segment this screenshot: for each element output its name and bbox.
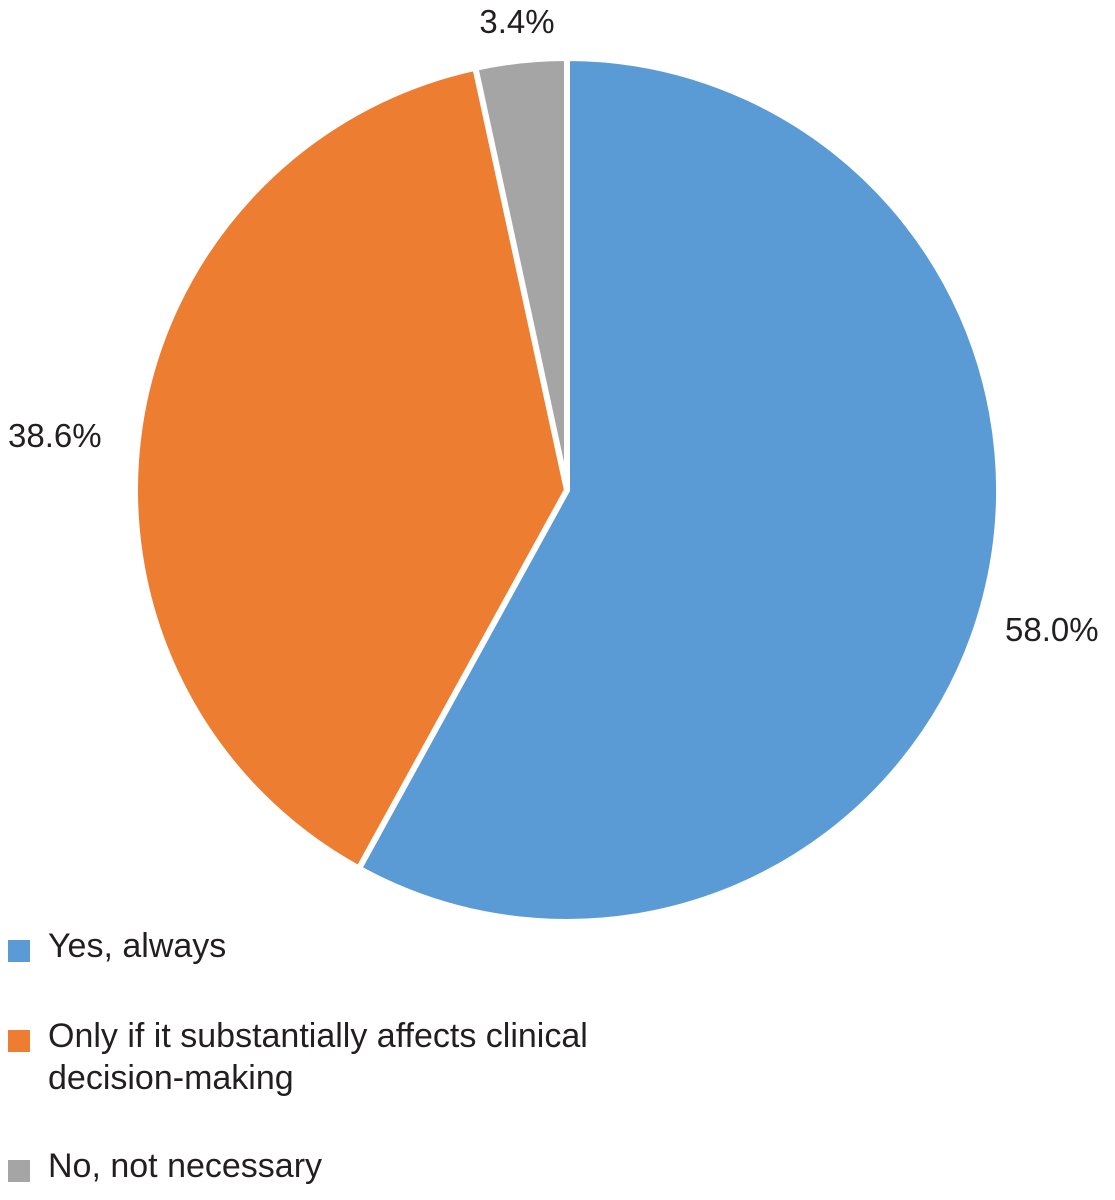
legend-label-no-not-necessary: No, not necessary	[48, 1147, 323, 1185]
legend-item-only-if: Only if it substantially affects clinica…	[8, 1015, 708, 1099]
data-label-only-if: 38.6%	[8, 417, 102, 454]
legend-label-only-if: Only if it substantially affects clinica…	[48, 1017, 588, 1097]
data-label-no-not-necessary: 3.4%	[479, 3, 554, 40]
pie-chart: 58.0% 38.6% 3.4%	[8, 3, 1099, 925]
data-label-yes-always: 58.0%	[1005, 611, 1099, 648]
legend-swatch-no-not-necessary	[8, 1160, 30, 1182]
legend-label-yes-always: Yes, always	[48, 927, 227, 965]
pie-slice-no-not-necessary	[472, 55, 570, 493]
legend-swatch-yes-always	[8, 940, 30, 962]
pie-slice-only-if	[132, 64, 570, 872]
legend-item-yes-always: Yes, always	[8, 925, 226, 967]
legend-item-no-not-necessary: No, not necessary	[8, 1145, 322, 1187]
legend-swatch-only-if	[8, 1030, 30, 1052]
pie-slice-yes-always	[355, 55, 1002, 925]
